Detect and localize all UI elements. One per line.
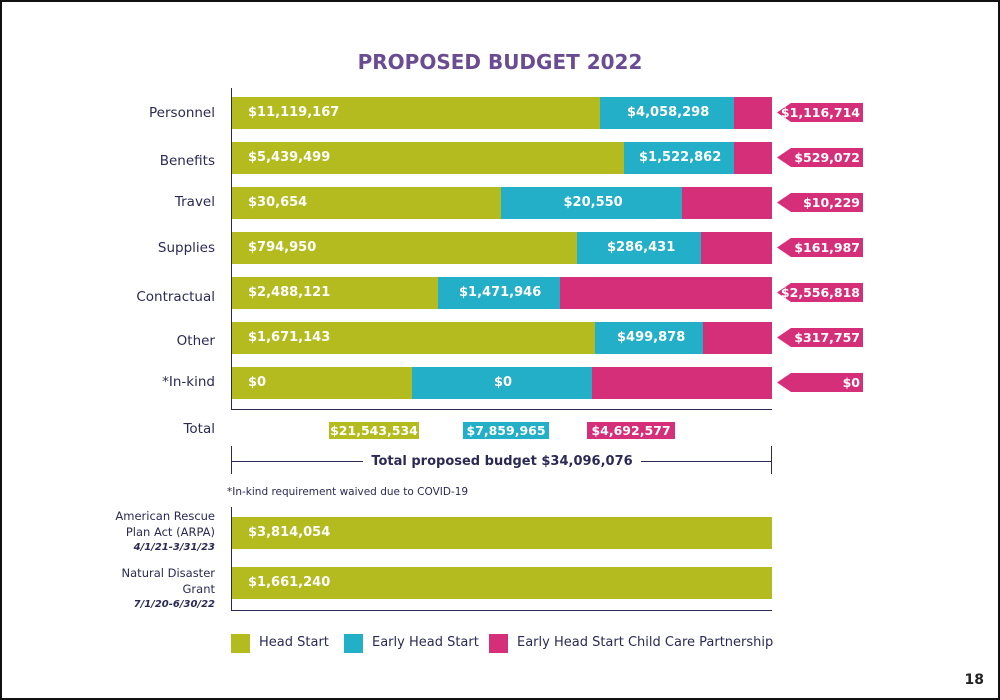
bar-segment-0-0: [232, 97, 600, 129]
partnership-callout-3: $161,987: [777, 238, 863, 257]
grant-name-line-0-0: American Rescue: [115, 509, 215, 523]
partnership-callout-5: $317,757: [777, 328, 863, 347]
bar-label-1-1: $1,522,862: [639, 150, 722, 165]
bar-label-3-0: $794,950: [248, 240, 317, 255]
bar-segment-2-1: [501, 187, 682, 219]
bar-label-2-1: $20,550: [563, 195, 623, 210]
grant-dates-1: 7/1/20-6/30/22: [133, 599, 215, 610]
bar-segment-1-0: [232, 142, 624, 174]
bar-segment-3-0: [232, 232, 577, 264]
category-label-5: Other: [176, 333, 215, 349]
bar-segment-1-2: [734, 142, 772, 174]
grant-bar-0: [232, 517, 772, 549]
grant-label-0: American Rescue Plan Act (ARPA) 4/1/21-3/3…: [2, 509, 215, 556]
grant-bar-label-0: $3,814,054: [248, 525, 331, 540]
bar-segment-2-2: [682, 187, 772, 219]
grant-bar-1: [232, 567, 772, 599]
total-value-0: $21,543,534: [329, 422, 419, 439]
total-budget-text: Total proposed budget $34,096,076: [2, 454, 1000, 469]
x-axis-line: [231, 409, 772, 410]
grant-name-line-0-1: Plan Act (ARPA): [125, 524, 215, 539]
category-label-6: *In-kind: [162, 374, 215, 390]
total-value-1: $7,859,965: [463, 422, 549, 439]
partnership-callout-1: $529,072: [777, 148, 863, 167]
grant-dates-0: 4/1/21-3/31/23: [133, 542, 215, 553]
legend-label-0: Head Start: [259, 635, 329, 650]
bar-segment-5-1: [595, 322, 703, 354]
grant-name-line-1-1: Grant: [182, 581, 215, 596]
legend-label-2: Early Head Start Child Care Partnership: [517, 635, 774, 650]
total-budget-value: Total proposed budget $34,096,076: [363, 454, 641, 469]
legend-swatch-0: [231, 634, 250, 653]
bar-segment-4-2: [560, 277, 772, 309]
category-label-3: Supplies: [157, 240, 215, 256]
grant-label-1: Natural Disaster Grant 7/1/20-6/30/22: [2, 566, 215, 613]
bar-segment-0-1: [600, 97, 734, 129]
bar-segment-6-1: [412, 367, 592, 399]
bar-segment-3-1: [577, 232, 701, 264]
bar-segment-5-0: [232, 322, 595, 354]
grant-name-line-1-0: Natural Disaster: [121, 566, 215, 580]
chart-title: PROPOSED BUDGET 2022: [357, 50, 643, 74]
bar-label-6-0: $0: [248, 375, 267, 390]
bar-label-2-0: $30,654: [248, 195, 308, 210]
bar-segment-1-1: [624, 142, 734, 174]
page-number: 18: [964, 672, 984, 688]
bracket-right-tick: [771, 446, 772, 474]
bar-segment-2-0: [232, 187, 501, 219]
legend-label-1: Early Head Start: [372, 635, 479, 650]
category-label-1: Benefits: [159, 153, 215, 169]
bar-segment-4-0: [232, 277, 438, 309]
grants-base-line: [231, 610, 772, 611]
partnership-callout-4: $2,556,818: [777, 283, 863, 302]
bar-segment-4-1: [438, 277, 560, 309]
legend-swatch-1: [344, 634, 363, 653]
total-value-2: $4,692,577: [587, 422, 675, 439]
grants-axis-line: [231, 507, 232, 611]
bar-label-4-0: $2,488,121: [248, 285, 331, 300]
bar-label-5-1: $499,878: [617, 330, 686, 345]
footnote: *In-kind requirement waived due to COVID…: [227, 486, 469, 498]
category-label-4: Contractual: [136, 289, 215, 305]
bar-segment-6-0: [232, 367, 412, 399]
bar-segment-6-2: [592, 367, 772, 399]
partnership-callout-6: $0: [777, 373, 863, 392]
total-label: Total: [183, 421, 215, 437]
bar-label-0-0: $11,119,167: [248, 105, 340, 120]
grant-bar-label-1: $1,661,240: [248, 575, 331, 590]
bar-label-6-1: $0: [494, 375, 513, 390]
bracket-left-tick: [231, 446, 232, 474]
bar-label-1-0: $5,439,499: [248, 150, 331, 165]
bar-segment-0-2: [734, 97, 772, 129]
bar-label-4-1: $1,471,946: [459, 285, 542, 300]
y-axis-line: [231, 88, 232, 410]
bar-segment-3-2: [701, 232, 772, 264]
bar-label-5-0: $1,671,143: [248, 330, 331, 345]
legend-swatch-2: [489, 634, 508, 653]
bar-label-0-1: $4,058,298: [627, 105, 710, 120]
bar-label-3-1: $286,431: [607, 240, 676, 255]
bar-segment-5-2: [703, 322, 772, 354]
category-label-2: Travel: [174, 194, 215, 210]
partnership-callout-0: $1,116,714: [777, 103, 863, 122]
category-label-0: Personnel: [149, 105, 215, 121]
partnership-callout-2: $10,229: [777, 193, 863, 212]
